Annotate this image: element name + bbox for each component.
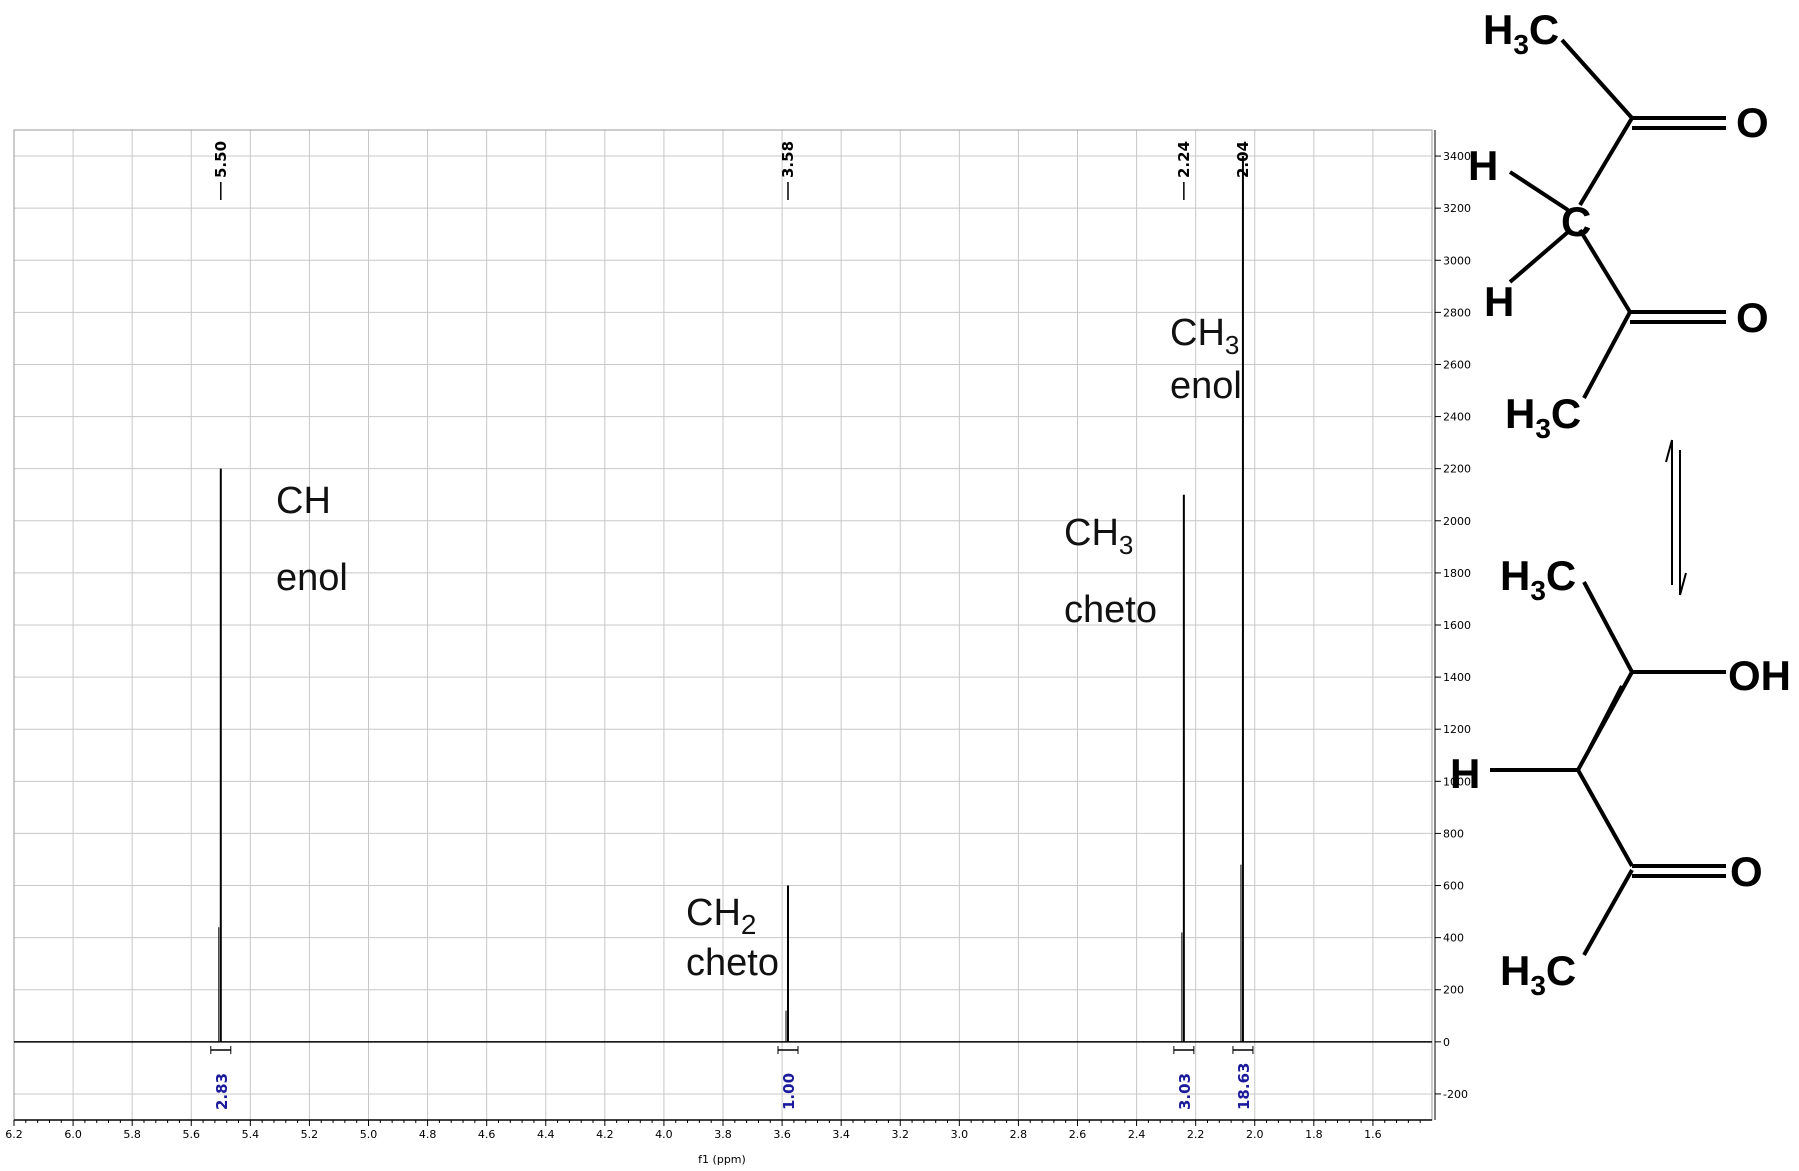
annotation-ch3-enol: CH3 enol (1170, 312, 1242, 407)
x-tick-label: 1.6 (1364, 1128, 1382, 1141)
x-tick-label: 5.2 (301, 1128, 319, 1141)
y-tick-label: 2600 (1443, 358, 1471, 371)
peak-label: 5.50 (212, 141, 230, 178)
x-tick-label: 2.0 (1246, 1128, 1264, 1141)
y-tick-label: 1200 (1443, 723, 1471, 736)
y-tick-label: 0 (1443, 1036, 1450, 1049)
plot-grid (13, 130, 1432, 1120)
svg-text:cheto: cheto (1064, 589, 1157, 631)
svg-text:H3C: H3C (1505, 390, 1581, 444)
x-tick-label: 4.6 (478, 1128, 496, 1141)
integral-value: 3.03 (1176, 1073, 1194, 1110)
x-tick-label: 5.8 (123, 1128, 141, 1141)
y-tick-label: 1000 (1443, 775, 1471, 788)
x-tick-label: 2.4 (1128, 1128, 1146, 1141)
y-tick-label: 2400 (1443, 411, 1471, 424)
svg-text:O: O (1736, 99, 1769, 146)
x-tick-label: 2.6 (1069, 1128, 1087, 1141)
y-tick-label: 3400 (1443, 150, 1471, 163)
y-tick-label: -200 (1443, 1088, 1468, 1101)
x-tick-label: 6.0 (64, 1128, 82, 1141)
x-tick-label: 4.2 (596, 1128, 614, 1141)
peak-label: 3.58 (779, 141, 797, 178)
svg-text:H: H (1450, 750, 1480, 797)
x-tick-label: 5.4 (242, 1128, 260, 1141)
x-tick-label: 2.2 (1187, 1128, 1205, 1141)
x-tick-label: 4.0 (655, 1128, 673, 1141)
integral-value: 2.83 (213, 1073, 231, 1110)
y-tick-label: 1800 (1443, 567, 1471, 580)
x-tick-label: 5.6 (183, 1128, 201, 1141)
y-tick-label: 600 (1443, 880, 1464, 893)
x-tick-label: 3.2 (892, 1128, 910, 1141)
svg-text:enol: enol (276, 557, 348, 599)
peak-labels: 5.50 3.58 2.24 2.04 (212, 141, 1252, 200)
integral-value: 18.63 (1235, 1063, 1253, 1110)
x-tick-label: 6.2 (5, 1128, 23, 1141)
y-tick-label: 1600 (1443, 619, 1471, 632)
x-tick-label: 1.8 (1305, 1128, 1323, 1141)
annotation-ch-enol: CH enol (276, 480, 348, 599)
x-axis-title: f1 (ppm) (698, 1153, 746, 1166)
svg-text:C: C (1561, 198, 1591, 245)
svg-text:H3C: H3C (1483, 6, 1559, 60)
svg-text:H: H (1468, 142, 1498, 189)
y-axis: 3400320030002800260024002200200018001600… (1434, 130, 1471, 1120)
x-tick-label: 4.4 (537, 1128, 555, 1141)
svg-text:O: O (1730, 848, 1763, 895)
integral-value: 1.00 (780, 1073, 798, 1110)
x-tick-label: 3.8 (714, 1128, 732, 1141)
y-tick-label: 2000 (1443, 515, 1471, 528)
y-tick-label: 2200 (1443, 463, 1471, 476)
equilibrium-arrows (1665, 439, 1687, 596)
svg-text:cheto: cheto (686, 942, 779, 984)
y-tick-label: 3200 (1443, 202, 1471, 215)
annotation-ch3-cheto: CH3 cheto (1064, 512, 1157, 631)
svg-text:CH: CH (276, 480, 331, 522)
x-tick-label: 3.4 (832, 1128, 850, 1141)
y-tick-label: 3000 (1443, 254, 1471, 267)
peak-label: 2.04 (1234, 141, 1252, 178)
svg-text:OH: OH (1728, 652, 1791, 699)
integrals: 2.83 1.00 3.03 18.63 (210, 1046, 1254, 1110)
y-tick-label: 400 (1443, 932, 1464, 945)
svg-text:CH2: CH2 (686, 892, 756, 940)
keto-structure: H3C O H C H O H3C (1468, 6, 1769, 444)
svg-text:enol: enol (1170, 365, 1242, 407)
x-tick-label: 2.8 (1010, 1128, 1028, 1141)
y-tick-label: 800 (1443, 827, 1464, 840)
y-tick-label: 2800 (1443, 306, 1471, 319)
svg-text:H3C: H3C (1500, 947, 1576, 1001)
spectrum-trace (14, 156, 1432, 1043)
peak-label: 2.24 (1175, 141, 1193, 178)
svg-text:CH3: CH3 (1170, 312, 1239, 360)
x-tick-label: 5.0 (360, 1128, 378, 1141)
y-tick-label: 1400 (1443, 671, 1471, 684)
x-tick-label: 4.8 (419, 1128, 437, 1141)
svg-text:O: O (1736, 294, 1769, 341)
svg-text:CH3: CH3 (1064, 512, 1133, 560)
x-axis: 6.2 6.0 5.8 5.6 5.4 5.2 5.0 4.8 4.6 4.4 4.2 4.0 3.8 3… (5, 1119, 1432, 1141)
svg-text:H: H (1484, 278, 1514, 325)
y-tick-label: 200 (1443, 984, 1464, 997)
enol-structure: H3C OH H O H3C (1450, 552, 1791, 1001)
svg-text:H3C: H3C (1500, 552, 1576, 606)
x-tick-label: 3.0 (951, 1128, 969, 1141)
x-tick-label: 3.6 (773, 1128, 791, 1141)
